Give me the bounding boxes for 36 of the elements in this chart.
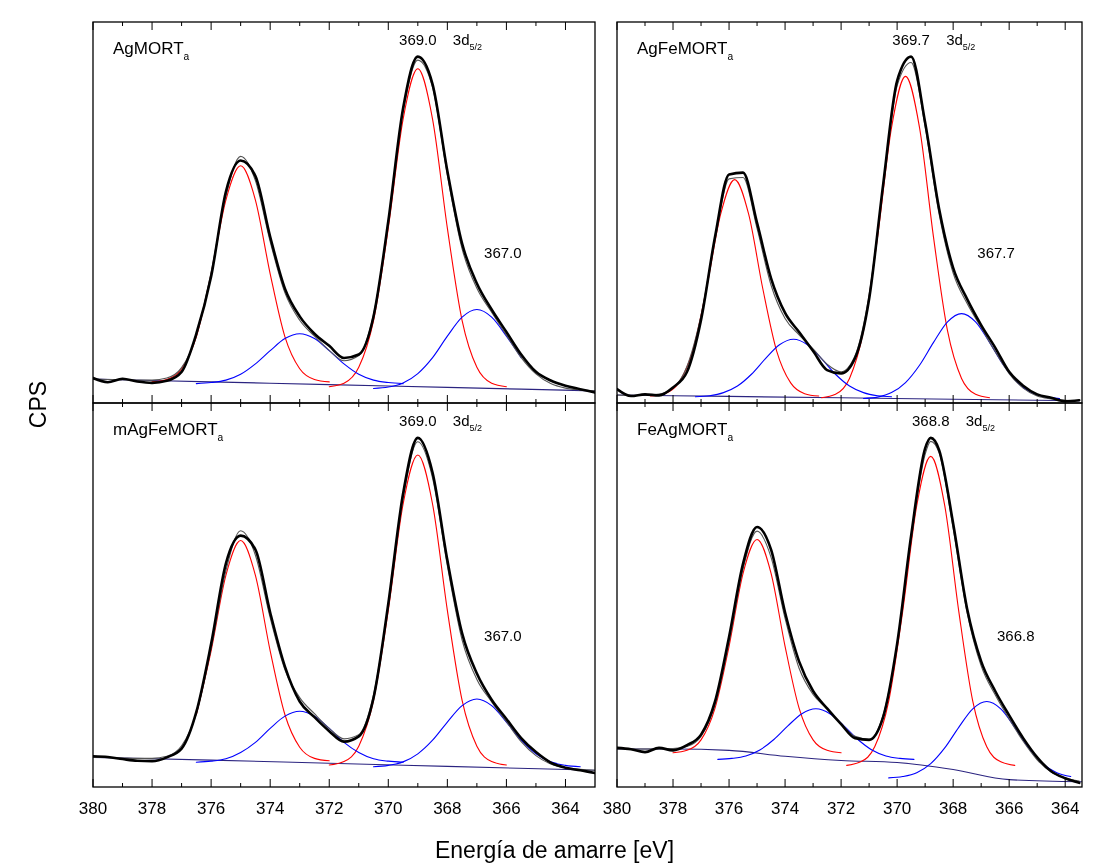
text: 3d$_{5/2}$ — [965, 411, 995, 433]
x-tick-label: 376 — [714, 799, 744, 818]
text: 3d$_{5/2}$ — [452, 411, 483, 433]
x-tick-label: 368 — [433, 799, 462, 818]
chart-title: AgFeMORT$_{a}$ — [637, 39, 734, 62]
chart-title: AgMORT$_{a}$ — [113, 39, 190, 62]
y-axis-title: CPS — [25, 380, 51, 429]
chart-title: FeAgMORT$_{a}$ — [637, 420, 734, 443]
x-tick-label: 374 — [770, 799, 800, 818]
x-tick-label: 378 — [658, 799, 688, 818]
x-tick-label: 376 — [196, 799, 226, 818]
text: 369.7 — [892, 30, 930, 48]
x-tick-label: 370 — [374, 799, 403, 818]
x-tick-label: 368 — [938, 799, 968, 818]
x-tick-label: 370 — [882, 799, 912, 818]
x-tick-label: 366 — [492, 799, 521, 818]
text: 369.0 — [399, 411, 437, 429]
x-tick-label: 372 — [826, 799, 856, 818]
annotation: 367.0 — [484, 627, 522, 645]
x-tick-label: 380 — [602, 799, 632, 818]
text: 369.0 — [399, 30, 437, 48]
text: 3d$_{5/2}$ — [452, 30, 483, 52]
x-tick-label: 380 — [78, 799, 108, 818]
x-tick-label: 374 — [255, 799, 285, 818]
x-tick-label: 364 — [551, 799, 580, 818]
text: 3d$_{5/2}$ — [946, 30, 976, 52]
text: 368.8 — [911, 411, 950, 429]
annotation: 367.7 — [977, 244, 1015, 262]
x-tick-label: 372 — [315, 799, 344, 818]
x-tick-label: 378 — [137, 799, 167, 818]
chart-title: mAgFeMORT$_{a}$ — [113, 420, 224, 443]
annotation: 367.0 — [484, 244, 522, 262]
x-tick-label: 366 — [994, 799, 1024, 818]
x-axis-title: Energía de amarre [eV] — [434, 837, 675, 863]
annotation: 366.8 — [996, 627, 1035, 645]
x-tick-label: 364 — [1051, 799, 1080, 818]
